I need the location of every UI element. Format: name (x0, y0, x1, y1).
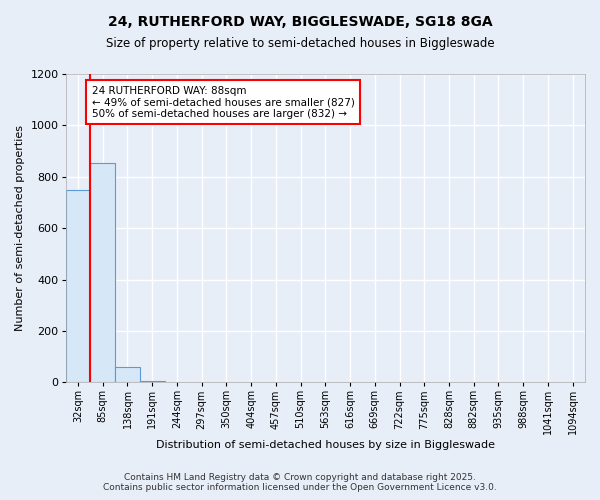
Text: 24, RUTHERFORD WAY, BIGGLESWADE, SG18 8GA: 24, RUTHERFORD WAY, BIGGLESWADE, SG18 8G… (107, 15, 493, 29)
Bar (91, 162, 115, 382)
Bar (65, 190, 91, 382)
Y-axis label: Number of semi-detached properties: Number of semi-detached properties (15, 125, 25, 331)
Bar (115, 367, 140, 382)
Text: Contains HM Land Registry data © Crown copyright and database right 2025.
Contai: Contains HM Land Registry data © Crown c… (103, 473, 497, 492)
Text: Size of property relative to semi-detached houses in Biggleswade: Size of property relative to semi-detach… (106, 38, 494, 51)
Text: 24 RUTHERFORD WAY: 88sqm
← 49% of semi-detached houses are smaller (827)
50% of : 24 RUTHERFORD WAY: 88sqm ← 49% of semi-d… (92, 86, 355, 119)
X-axis label: Distribution of semi-detached houses by size in Biggleswade: Distribution of semi-detached houses by … (156, 440, 495, 450)
Bar (140, 381, 164, 382)
